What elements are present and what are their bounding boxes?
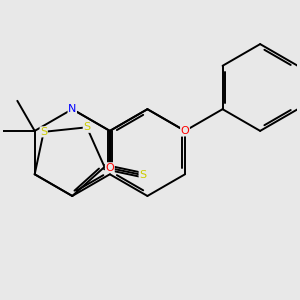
- Text: S: S: [83, 122, 90, 132]
- Text: S: S: [139, 170, 146, 180]
- Text: O: O: [106, 163, 114, 173]
- Text: N: N: [68, 104, 76, 114]
- Text: S: S: [40, 127, 47, 137]
- Text: O: O: [181, 126, 189, 136]
